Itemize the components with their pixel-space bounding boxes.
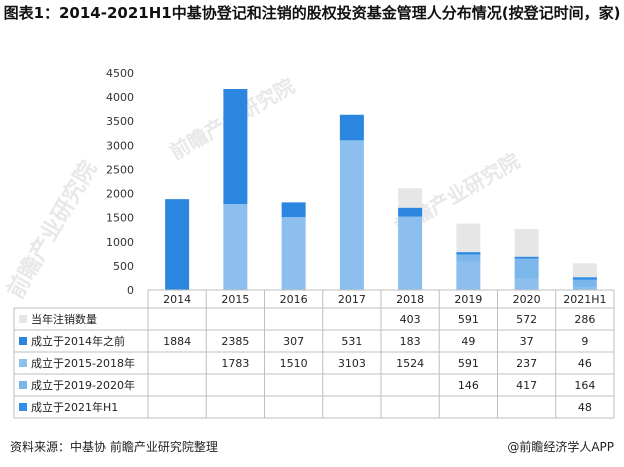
y-tick-label: 4000 [106, 91, 134, 104]
table-cell-value: 48 [578, 401, 592, 414]
y-tick-label: 1500 [106, 212, 134, 225]
table-cell-value: 164 [574, 379, 595, 392]
legend-swatch [19, 337, 27, 345]
legend-label: 成立于2014年之前 [31, 334, 125, 348]
legend-swatch [19, 403, 27, 411]
source-note: 资料来源：中基协 前瞻产业研究院整理 [10, 440, 218, 454]
table-cell-value: 37 [520, 335, 534, 348]
table-cell-value: 237 [516, 357, 537, 370]
legend-swatch [19, 381, 27, 389]
bar-segment [398, 188, 423, 208]
table-cell-value: 2385 [221, 335, 249, 348]
table-cell-value: 531 [341, 335, 362, 348]
x-tick-label: 2018 [396, 293, 424, 306]
x-tick-label: 2021H1 [563, 293, 606, 306]
table-cell-value: 307 [283, 335, 304, 348]
data-table: 2014 2015 2016 2017 2018 2019 2020 2021H1 当年注销数量… [13, 289, 615, 419]
table-cell-value: 49 [461, 335, 475, 348]
table-cell-value: 591 [458, 357, 479, 370]
watermark-text: 前瞻产业研究院 [3, 157, 103, 303]
bar-segment [572, 287, 597, 290]
bar-segment [223, 89, 248, 205]
bar-segment [339, 114, 364, 141]
bar-segment [572, 277, 597, 280]
bar-segment [398, 207, 423, 217]
y-tick-label: 3500 [106, 115, 134, 128]
table-cell-value: 1510 [280, 357, 308, 370]
y-tick-label: 500 [113, 260, 134, 273]
bar-segment [456, 223, 481, 253]
table-cell-value: 3103 [338, 357, 366, 370]
table-cell-value: 1884 [163, 335, 191, 348]
table-cell-value: 591 [458, 313, 479, 326]
bar-segment [456, 252, 481, 255]
x-tick-label: 2020 [513, 293, 541, 306]
y-tick-label: 1000 [106, 236, 134, 249]
bar-segment [514, 278, 539, 290]
x-tick-label: 2017 [338, 293, 366, 306]
legend-label: 当年注销数量 [31, 312, 97, 326]
bar-segment [281, 217, 306, 290]
table-cell-value: 183 [400, 335, 421, 348]
bar-segment [514, 256, 539, 259]
legend-label: 成立于2021年H1 [31, 400, 118, 414]
bar-segment [572, 263, 597, 278]
legend-label: 成立于2019-2020年 [31, 378, 135, 392]
y-tick-label: 3000 [106, 139, 134, 152]
y-axis: 0 500 1000 1500 2000 2500 3000 3500 4000 4500 [106, 67, 134, 297]
bar-segment [514, 229, 539, 257]
y-tick-label: 2000 [106, 188, 134, 201]
table-cell-value: 286 [574, 313, 595, 326]
legend-swatch [19, 359, 27, 367]
bar-segment [165, 199, 190, 290]
bar-segment [572, 279, 597, 288]
legend-label: 成立于2015-2018年 [31, 356, 135, 370]
table-cell-value: 417 [516, 379, 537, 392]
table-cell-value: 46 [578, 357, 592, 370]
watermark-logo: 前瞻产业研究院前瞻产业研究院前瞻产业研究院 [3, 74, 524, 303]
y-tick-label: 0 [127, 284, 134, 297]
x-tick-label: 2016 [280, 293, 308, 306]
table-cell-value: 403 [400, 313, 421, 326]
table-cell-value: 9 [581, 335, 588, 348]
y-tick-label: 2500 [106, 163, 134, 176]
table-cell-value: 572 [516, 313, 537, 326]
table-cell-value: 146 [458, 379, 479, 392]
legend-swatch [19, 315, 27, 323]
bar-segment [223, 204, 248, 290]
table-cell-value: 1524 [396, 357, 424, 370]
x-tick-label: 2015 [221, 293, 249, 306]
bar-segment [514, 258, 539, 279]
bars [165, 89, 597, 290]
bar-segment [456, 254, 481, 262]
x-tick-label: 2014 [163, 293, 191, 306]
bar-segment [281, 202, 306, 218]
table-cell-value: 1783 [221, 357, 249, 370]
x-tick-label: 2019 [454, 293, 482, 306]
chart-title: 图表1：2014-2021H1中基协登记和注销的股权投资基金管理人分布情况(按登… [3, 4, 621, 22]
bar-segment [339, 140, 364, 290]
bar-segment [398, 216, 423, 290]
y-tick-label: 4500 [106, 67, 134, 80]
brand-credit: @前瞻经济学人APP [507, 440, 614, 454]
bar-segment [456, 261, 481, 290]
